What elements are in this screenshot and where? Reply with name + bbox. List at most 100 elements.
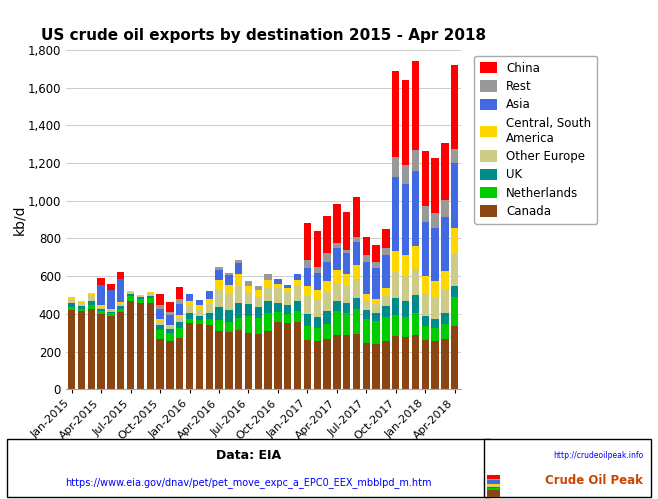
Bar — [255, 334, 262, 389]
Bar — [117, 279, 124, 302]
Bar — [442, 324, 449, 339]
Bar — [442, 200, 449, 217]
Bar — [353, 309, 360, 334]
Bar — [255, 290, 262, 297]
Bar — [137, 297, 144, 299]
Bar — [186, 313, 193, 318]
Bar — [186, 300, 193, 305]
Bar — [402, 317, 409, 337]
Bar — [127, 300, 134, 389]
Bar — [88, 293, 95, 295]
Title: US crude oil exports by destination 2015 - Apr 2018: US crude oil exports by destination 2015… — [41, 28, 486, 43]
Bar — [97, 311, 105, 314]
Bar — [245, 304, 252, 316]
Bar — [382, 317, 390, 341]
Bar — [412, 295, 419, 313]
Bar — [274, 288, 282, 302]
Bar — [363, 300, 370, 310]
Bar — [304, 296, 311, 314]
Bar — [205, 291, 213, 299]
Bar — [176, 322, 184, 328]
Bar — [487, 481, 500, 484]
Bar — [451, 254, 459, 286]
Bar — [323, 281, 331, 292]
Bar — [422, 340, 429, 389]
Bar — [323, 324, 331, 339]
Bar — [487, 486, 500, 488]
Bar — [127, 296, 134, 300]
Bar — [313, 328, 321, 341]
Bar — [176, 338, 184, 389]
Bar — [225, 275, 232, 284]
Bar — [313, 341, 321, 389]
Bar — [245, 293, 252, 304]
Bar — [166, 324, 174, 326]
Bar — [176, 328, 184, 338]
Bar — [402, 80, 409, 165]
Bar — [107, 313, 114, 316]
Bar — [487, 490, 500, 497]
Bar — [422, 294, 429, 316]
Bar — [382, 296, 390, 306]
Bar — [372, 299, 380, 304]
Bar — [235, 274, 242, 285]
Bar — [147, 292, 154, 293]
Bar — [68, 310, 76, 389]
Bar — [195, 300, 203, 305]
Bar — [392, 298, 399, 315]
Bar — [382, 288, 390, 296]
Legend: China, Rest, Asia, Central, South
America, Other Europe, UK, Netherlands, Canada: China, Rest, Asia, Central, South Americ… — [474, 56, 597, 224]
Bar — [147, 298, 154, 303]
Bar — [333, 205, 341, 243]
Bar — [304, 314, 311, 326]
Bar — [265, 331, 272, 389]
Bar — [137, 295, 144, 296]
Bar — [225, 294, 232, 310]
Bar — [304, 340, 311, 389]
Bar — [442, 290, 449, 313]
Bar — [137, 296, 144, 297]
Bar — [313, 290, 321, 300]
Bar — [412, 61, 419, 150]
Bar — [372, 304, 380, 313]
Bar — [313, 273, 321, 290]
Bar — [166, 312, 174, 315]
Bar — [215, 280, 222, 290]
Bar — [442, 339, 449, 389]
Bar — [313, 317, 321, 328]
Bar — [166, 333, 174, 341]
Bar — [432, 158, 439, 213]
Bar — [284, 314, 291, 323]
Bar — [235, 263, 242, 274]
Bar — [343, 286, 350, 303]
Bar — [225, 332, 232, 389]
Bar — [195, 324, 203, 389]
Bar — [294, 300, 301, 311]
Bar — [402, 165, 409, 184]
Bar — [412, 150, 419, 171]
Bar — [235, 285, 242, 303]
Bar — [487, 475, 500, 479]
Bar — [333, 248, 341, 269]
Bar — [323, 311, 331, 324]
Bar — [392, 250, 399, 272]
Bar — [304, 326, 311, 340]
Bar — [245, 316, 252, 333]
Bar — [284, 288, 291, 292]
Bar — [432, 318, 439, 328]
Bar — [186, 323, 193, 389]
Bar — [392, 315, 399, 336]
Bar — [442, 143, 449, 200]
Bar — [255, 317, 262, 334]
Bar — [323, 292, 331, 311]
Bar — [451, 286, 459, 297]
Bar — [78, 301, 85, 302]
Bar — [422, 223, 429, 276]
Bar — [245, 281, 252, 285]
Bar — [451, 326, 459, 389]
Bar — [97, 314, 105, 389]
Bar — [422, 326, 429, 340]
Bar — [412, 335, 419, 389]
Bar — [343, 335, 350, 389]
Bar — [176, 317, 184, 322]
